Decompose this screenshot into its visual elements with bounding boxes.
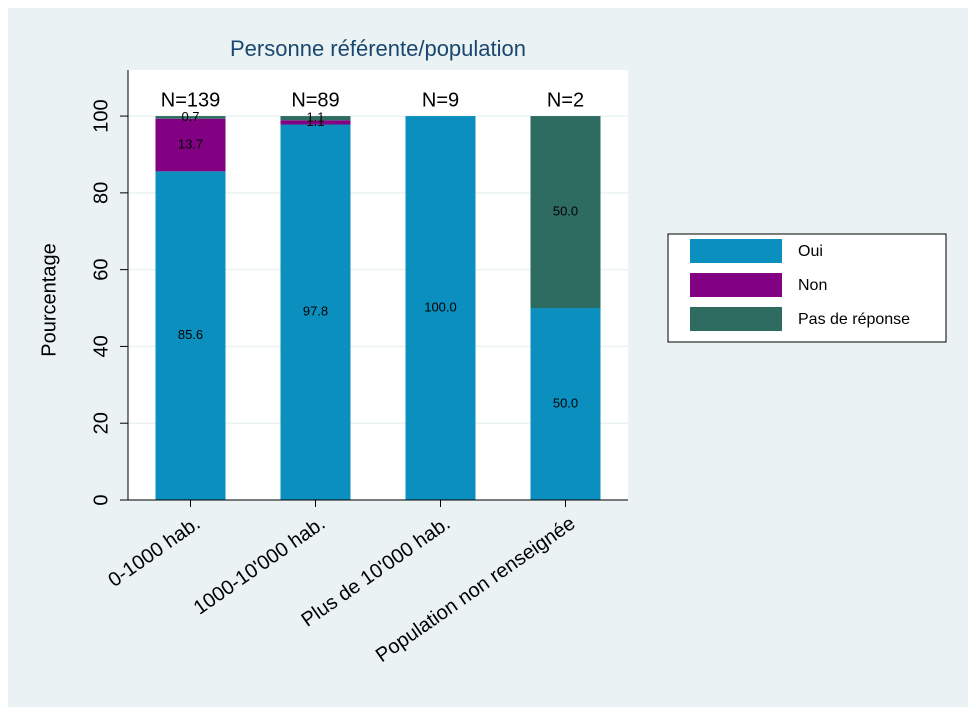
data-label: 85.6 <box>178 327 203 342</box>
data-label: 1.1 <box>306 110 324 125</box>
data-label: 13.7 <box>178 136 203 151</box>
legend-label: Oui <box>798 243 823 260</box>
legend-label: Pas de réponse <box>798 311 910 328</box>
bar-segment <box>155 118 226 172</box>
legend-swatch <box>690 307 782 331</box>
y-tick-label: 60 <box>90 259 112 281</box>
annotation: N=2 <box>547 89 584 111</box>
y-tick-label: 40 <box>90 335 112 357</box>
annotation: N=9 <box>422 89 459 111</box>
data-label: 97.8 <box>303 304 328 319</box>
chart-title: Personne référente/population <box>230 36 526 61</box>
data-label: 50.0 <box>553 395 578 410</box>
bar-segment <box>155 116 226 119</box>
y-tick-label: 20 <box>90 412 112 434</box>
bar-segment <box>155 171 226 500</box>
data-label: 100.0 <box>424 299 457 314</box>
bar-segment <box>530 116 601 309</box>
annotation: N=139 <box>161 89 221 111</box>
bar-segment <box>405 116 476 501</box>
bar-segment <box>530 308 601 500</box>
legend-swatch <box>690 239 782 263</box>
bar-segment <box>280 116 351 121</box>
y-axis-title: Pourcentage <box>38 243 60 356</box>
annotation: N=89 <box>291 89 339 111</box>
y-tick-label: 0 <box>90 494 112 505</box>
y-tick-label: 100 <box>90 99 112 132</box>
y-tick-label: 80 <box>90 182 112 204</box>
data-label: 0.7 <box>181 109 199 124</box>
legend-swatch <box>690 273 782 297</box>
data-label: 50.0 <box>553 203 578 218</box>
bar-segment <box>280 120 351 125</box>
legend-label: Non <box>798 277 827 294</box>
bar-segment <box>280 124 351 501</box>
